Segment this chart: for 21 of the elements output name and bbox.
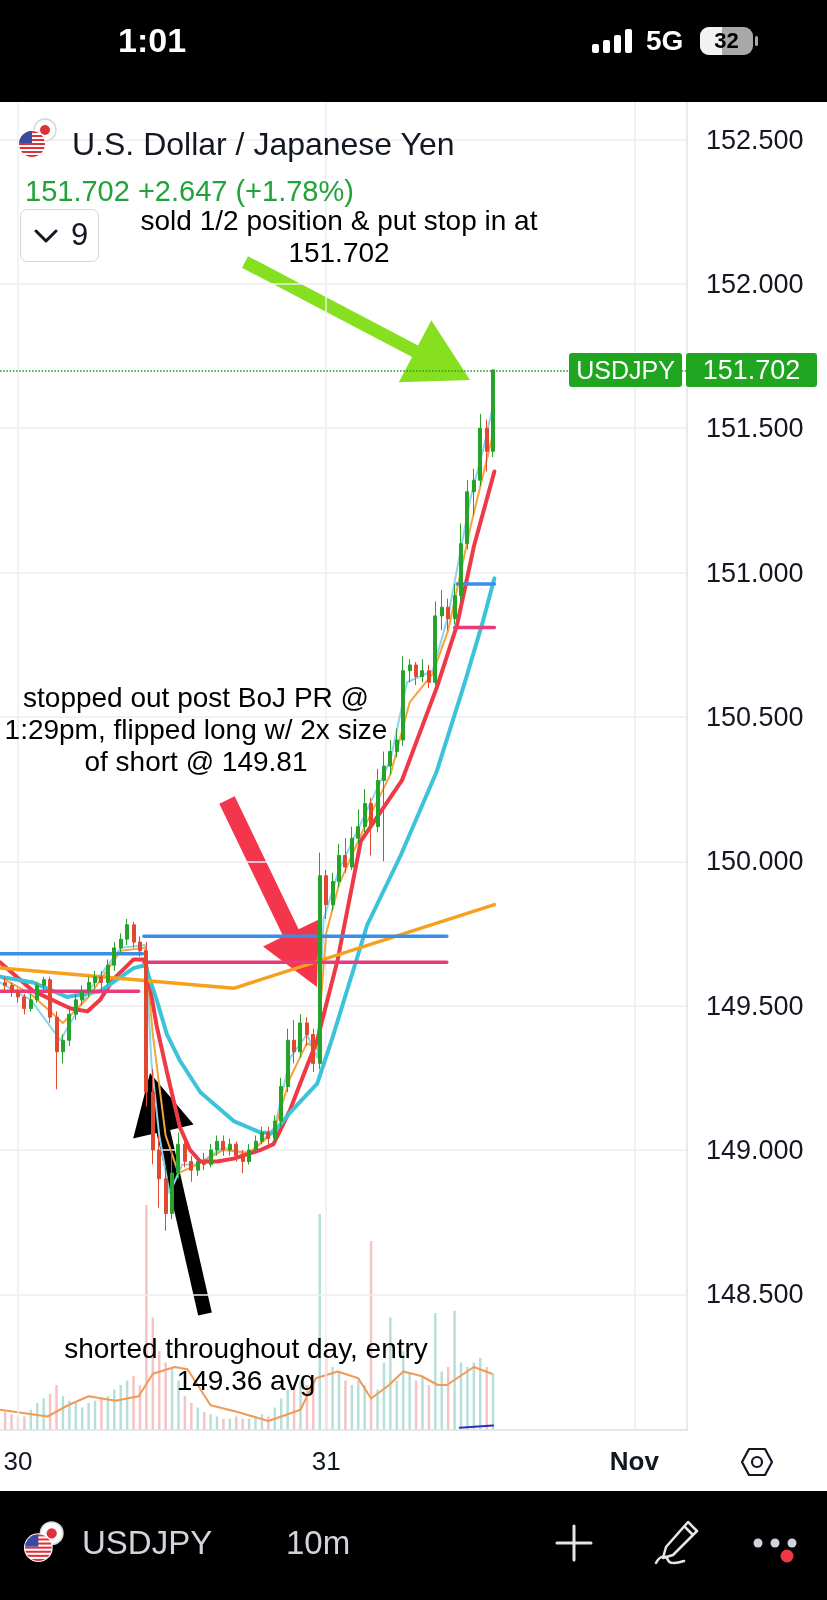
x-tick-label: 30: [3, 1446, 33, 1476]
text: U.S. Dollar / Japanese Yen: [72, 126, 455, 162]
status-bar: 1:01 5G 32: [0, 0, 827, 102]
y-tick-label: 149.500: [706, 990, 804, 1021]
dropdown-button: 9: [20, 209, 99, 262]
y-tick-label: 149.000: [706, 1134, 804, 1165]
y-tick-label: 151.000: [706, 557, 804, 588]
y-tick-label: 151.500: [706, 413, 804, 444]
text: 151.702: [702, 354, 801, 385]
y-tick-label: 150.000: [706, 846, 804, 877]
bottom-toolbar: USDJPY 10m: [0, 1491, 827, 1600]
annotation: 9: [71, 217, 89, 253]
text: 151.702 +2.647 (+1.78%): [25, 174, 354, 207]
annotation: stopped out post BoJ PR @ 1:29pm, flipped long w/ 2x size of short @ 149.81: [4, 682, 388, 778]
y-tick-label: 152.000: [706, 268, 804, 299]
ref-line-label: USDJPY: [576, 355, 676, 384]
x-tick-label: 31: [311, 1446, 341, 1476]
y-tick-label: 152.500: [706, 124, 804, 155]
y-tick-label: 148.500: [706, 1279, 804, 1310]
x-tick-label: Nov: [609, 1446, 660, 1476]
y-tick-label: 150.500: [706, 701, 804, 732]
